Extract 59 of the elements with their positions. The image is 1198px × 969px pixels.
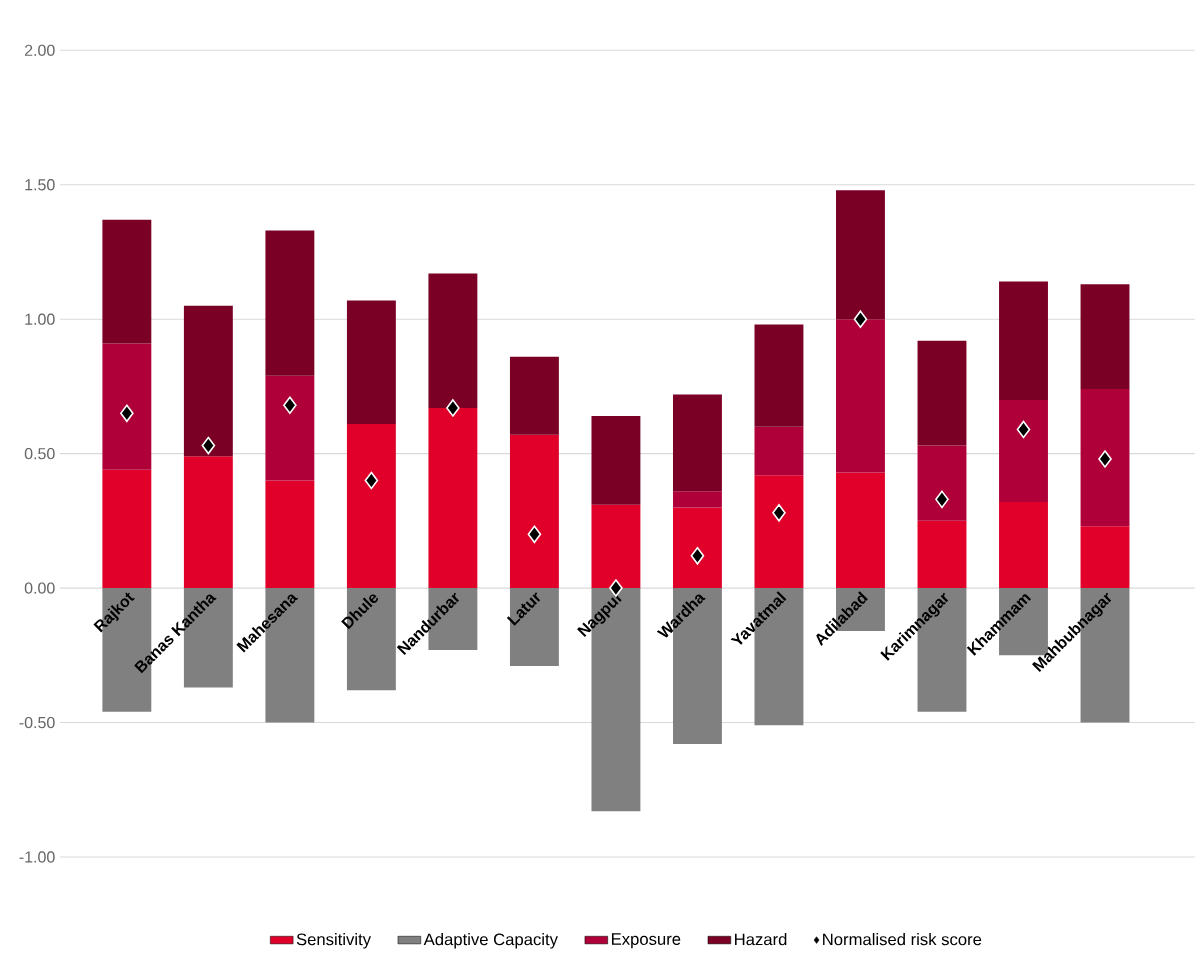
point — [201, 436, 216, 455]
legend-label: Exposure — [611, 933, 681, 949]
bar — [672, 507, 722, 589]
bar — [999, 502, 1048, 589]
point — [446, 399, 460, 417]
bar — [917, 520, 967, 589]
y-tick-label: 0.50 — [24, 447, 55, 460]
point — [853, 310, 868, 329]
bar — [1080, 284, 1130, 390]
bar — [102, 469, 152, 589]
bar — [509, 588, 559, 667]
bar — [102, 219, 152, 344]
y-tick-label: 2.00 — [24, 44, 55, 56]
point — [120, 404, 134, 423]
bar — [1080, 526, 1130, 589]
bar — [754, 324, 804, 427]
bar — [1080, 389, 1130, 527]
bar — [428, 407, 478, 589]
bar — [183, 456, 233, 589]
bar — [265, 230, 315, 376]
point — [1016, 420, 1031, 439]
bar — [999, 399, 1048, 503]
point — [772, 504, 786, 522]
bar — [509, 434, 559, 589]
bar — [183, 305, 233, 457]
bar — [509, 356, 559, 435]
point — [364, 471, 379, 490]
bar — [591, 416, 641, 505]
y-tick-label: 1.00 — [25, 313, 55, 325]
bar — [836, 190, 885, 320]
bar — [672, 491, 722, 508]
bar — [836, 319, 885, 473]
bar — [428, 273, 478, 408]
point — [527, 525, 542, 544]
bar — [591, 504, 641, 589]
bar — [346, 424, 396, 589]
bar — [102, 343, 152, 470]
bar — [999, 281, 1048, 400]
bar — [917, 445, 967, 521]
bar — [754, 426, 804, 476]
y-tick-label: -1.00 — [19, 851, 55, 863]
legend-label: Normalised risk score — [823, 933, 982, 946]
bar — [672, 394, 722, 492]
point — [283, 396, 297, 415]
point — [1098, 450, 1112, 468]
bar — [346, 300, 396, 425]
y-tick-label: -0.50 — [19, 716, 55, 729]
y-tick-label: 1.50 — [25, 179, 55, 191]
point — [935, 490, 949, 509]
bar — [265, 480, 315, 589]
y-tick-label: 0.00 — [24, 582, 55, 594]
bar — [754, 475, 804, 589]
legend-label: Adaptive Capacity — [423, 933, 558, 949]
bar — [265, 375, 315, 481]
bar — [917, 340, 967, 446]
legend-label: Sensitivity — [296, 933, 371, 949]
legend-label: Hazard — [735, 933, 787, 946]
point — [690, 547, 705, 565]
bar — [836, 472, 885, 589]
